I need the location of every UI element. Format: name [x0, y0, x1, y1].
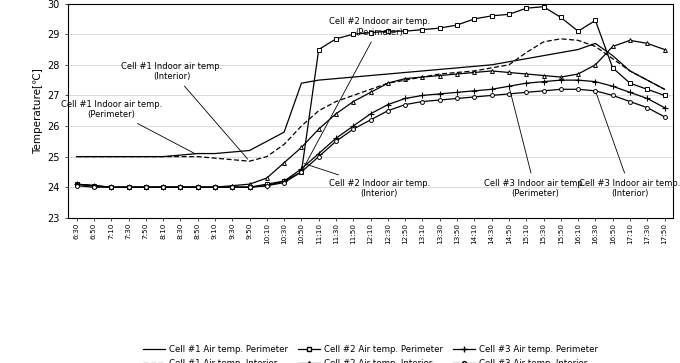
Text: Cell #3 Indoor air temp.
(Perimeter): Cell #3 Indoor air temp. (Perimeter): [484, 89, 585, 198]
Text: Cell #2 Indoor air temp.
(Interior): Cell #2 Indoor air temp. (Interior): [304, 164, 430, 198]
Y-axis label: Temperature[℃]: Temperature[℃]: [33, 68, 43, 154]
Text: Cell #1 Indoor air temp.
(Perimeter): Cell #1 Indoor air temp. (Perimeter): [61, 100, 195, 154]
Legend: Cell #1 Air temp. Perimeter, Cell #1 Air temp. Interior, Cell #2 Air temp. Perim: Cell #1 Air temp. Perimeter, Cell #1 Air…: [139, 342, 602, 363]
Text: Cell #3 Indoor air temp.
(Interior): Cell #3 Indoor air temp. (Interior): [579, 93, 680, 198]
Text: Cell #1 Indoor air temp.
(Interior): Cell #1 Indoor air temp. (Interior): [121, 62, 248, 159]
Text: Cell #2 Indoor air temp.
(Perimeter): Cell #2 Indoor air temp. (Perimeter): [303, 17, 430, 170]
